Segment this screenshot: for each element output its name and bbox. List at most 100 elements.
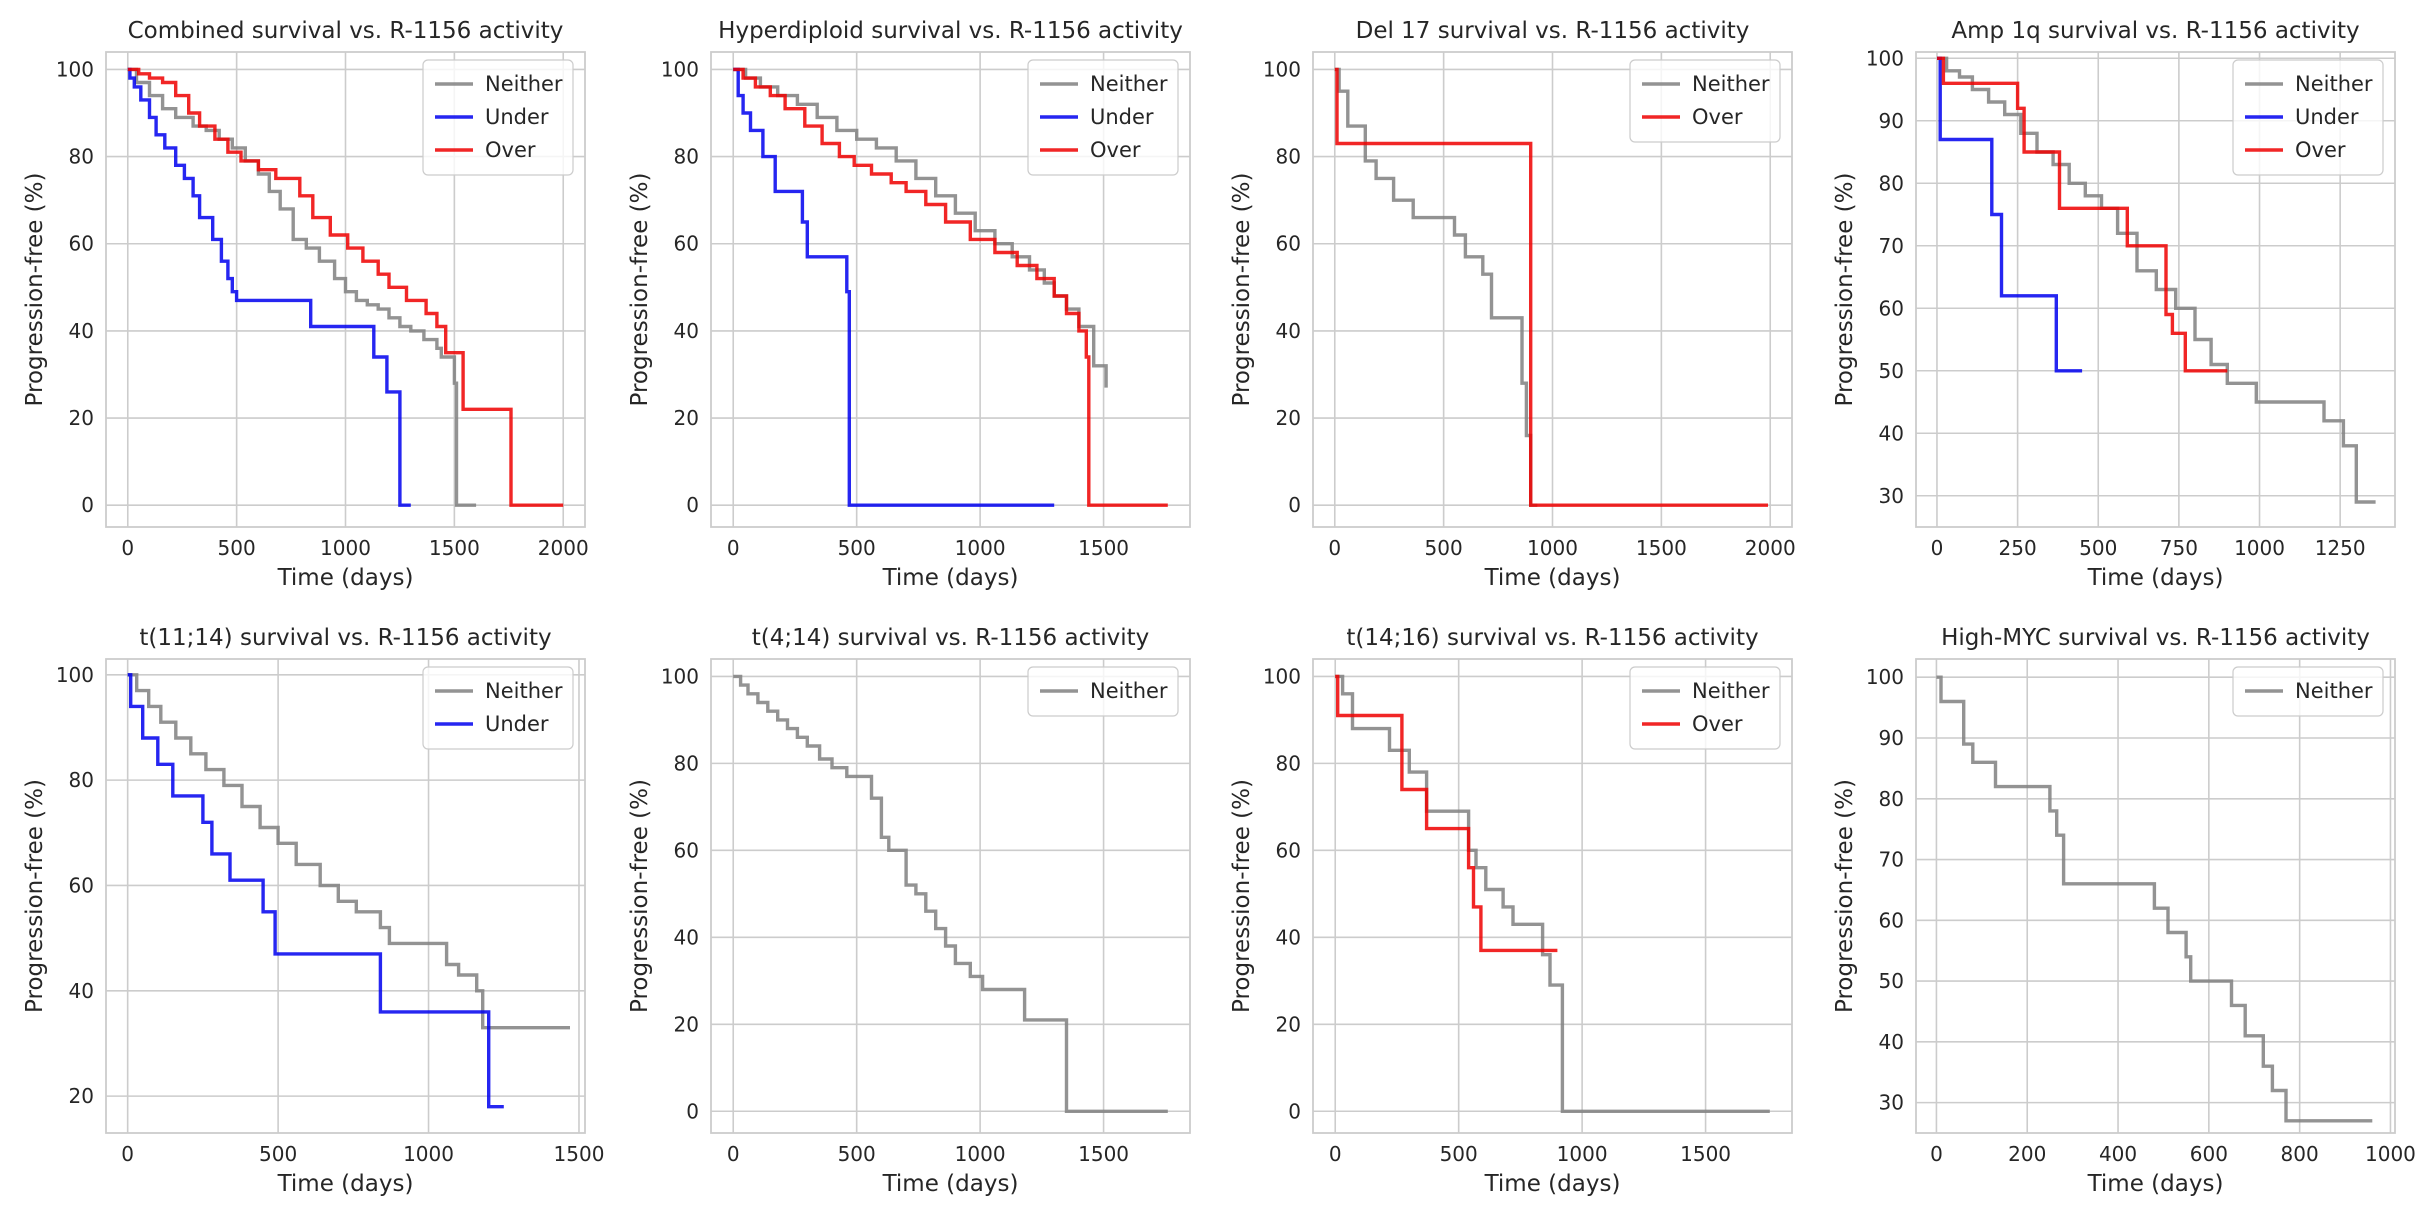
x-tick-label: 500 bbox=[218, 536, 256, 560]
x-tick-label: 400 bbox=[2099, 1142, 2137, 1166]
legend: Neither Under Over bbox=[422, 59, 574, 176]
legend: Neither Over bbox=[1629, 59, 1781, 143]
x-tick-label: 500 bbox=[1440, 1142, 1478, 1166]
chart-title: t(14;16) survival vs. R-1156 activity bbox=[1346, 625, 1758, 651]
chart-panel-5: 0 500 1000 1500 20 40 60 80 100 t(11;14) survival… bbox=[22, 625, 604, 1197]
y-tick-label: 60 bbox=[1879, 908, 1904, 932]
series-line-neither bbox=[1335, 674, 1770, 1113]
plot-frame bbox=[1312, 658, 1793, 1134]
y-tick-label: 0 bbox=[686, 493, 699, 517]
series-line-neither bbox=[127, 67, 477, 507]
x-tick-label: 1000 bbox=[403, 1142, 454, 1166]
y-tick-label: 20 bbox=[674, 1012, 699, 1036]
y-tick-label: 40 bbox=[674, 319, 699, 343]
y-axis-label: Progression-free (%) bbox=[1832, 173, 1858, 407]
y-tick-label: 100 bbox=[661, 664, 699, 688]
x-tick-label: 1500 bbox=[1636, 536, 1687, 560]
legend: Neither Under bbox=[422, 666, 574, 750]
chart-panel-4: 0 250 500 750 1000 1250 30 40 50 60 70 80 90 100 Amp 1… bbox=[1832, 18, 2396, 591]
x-axis-label: Time (days) bbox=[882, 1171, 1019, 1197]
y-tick-label: 100 bbox=[661, 57, 699, 81]
x-axis-label: Time (days) bbox=[1484, 565, 1621, 591]
y-tick-label: 40 bbox=[1276, 319, 1301, 343]
chart-panel-3: 0 500 1000 1500 2000 0 20 40 60 80 100 Del 17 survi… bbox=[1229, 18, 1796, 591]
x-tick-label: 200 bbox=[2008, 1142, 2046, 1166]
y-axis-label: Progression-free (%) bbox=[1229, 173, 1255, 407]
series-line-under bbox=[1937, 56, 2083, 373]
x-tick-label: 800 bbox=[2281, 1142, 2319, 1166]
legend-label-neither: Neither bbox=[1090, 679, 1168, 703]
legend-label-under: Under bbox=[2295, 105, 2359, 129]
y-tick-label: 80 bbox=[1879, 171, 1904, 195]
legend: Neither Under Over bbox=[1027, 59, 1179, 176]
legend: Neither Under Over bbox=[2232, 59, 2384, 176]
plot-frame bbox=[105, 51, 586, 528]
y-tick-label: 100 bbox=[56, 663, 94, 687]
legend-box bbox=[1629, 59, 1781, 143]
legend: Neither bbox=[1027, 666, 1179, 717]
legend: Neither Over bbox=[1629, 666, 1781, 750]
series-line-over bbox=[1334, 67, 1768, 507]
y-tick-label: 60 bbox=[69, 232, 94, 256]
legend-label-neither: Neither bbox=[1692, 72, 1770, 96]
chart-panel-1: 0 500 1000 1500 2000 0 20 40 60 80 100 Combined sur… bbox=[22, 18, 589, 591]
chart-title: Combined survival vs. R-1156 activity bbox=[128, 18, 564, 44]
legend-label-neither: Neither bbox=[1090, 72, 1168, 96]
plot-frame bbox=[710, 51, 1191, 528]
chart-panel-2: 0 500 1000 1500 0 20 40 60 80 100 Hyperdiploid sur… bbox=[627, 18, 1191, 591]
x-tick-label: 1000 bbox=[955, 536, 1006, 560]
y-tick-label: 80 bbox=[1276, 751, 1301, 775]
y-tick-label: 20 bbox=[1276, 1012, 1301, 1036]
y-axis-label: Progression-free (%) bbox=[1832, 779, 1858, 1013]
x-axis-label: Time (days) bbox=[277, 565, 414, 591]
x-tick-label: 1500 bbox=[1078, 536, 1129, 560]
chart-title: t(4;14) survival vs. R-1156 activity bbox=[752, 625, 1150, 651]
x-tick-label: 0 bbox=[727, 1142, 740, 1166]
x-tick-label: 1500 bbox=[554, 1142, 605, 1166]
x-tick-label: 1500 bbox=[429, 536, 480, 560]
y-tick-label: 100 bbox=[1866, 665, 1904, 689]
x-tick-label: 500 bbox=[259, 1142, 297, 1166]
y-tick-label: 60 bbox=[1276, 838, 1301, 862]
chart-title: Del 17 survival vs. R-1156 activity bbox=[1356, 18, 1750, 44]
x-tick-label: 1000 bbox=[2365, 1142, 2416, 1166]
legend-label-neither: Neither bbox=[485, 679, 563, 703]
x-tick-label: 1000 bbox=[320, 536, 371, 560]
y-tick-label: 40 bbox=[674, 925, 699, 949]
y-tick-label: 30 bbox=[1879, 484, 1904, 508]
y-tick-label: 40 bbox=[69, 979, 94, 1003]
x-tick-label: 2000 bbox=[538, 536, 589, 560]
legend-box bbox=[2232, 666, 2384, 717]
x-tick-label: 0 bbox=[121, 1142, 134, 1166]
x-tick-label: 0 bbox=[727, 536, 740, 560]
x-tick-label: 1000 bbox=[1557, 1142, 1608, 1166]
legend-label-over: Over bbox=[1692, 712, 1743, 736]
chart-panel-8: 0 200 400 600 800 1000 30 40 50 60 70 80 90 100 High-M… bbox=[1832, 625, 2416, 1197]
y-tick-label: 100 bbox=[1866, 46, 1904, 70]
x-tick-label: 500 bbox=[1425, 536, 1463, 560]
x-tick-label: 1250 bbox=[2315, 536, 2366, 560]
y-tick-label: 70 bbox=[1879, 848, 1904, 872]
legend-label-under: Under bbox=[485, 105, 549, 129]
y-tick-label: 90 bbox=[1879, 109, 1904, 133]
series-line-over bbox=[1937, 56, 2228, 373]
y-tick-label: 20 bbox=[69, 406, 94, 430]
y-tick-label: 50 bbox=[1879, 359, 1904, 383]
legend-label-under: Under bbox=[485, 712, 549, 736]
legend-label-neither: Neither bbox=[2295, 72, 2373, 96]
x-tick-label: 750 bbox=[2160, 536, 2198, 560]
y-tick-label: 0 bbox=[1288, 493, 1301, 517]
x-tick-label: 0 bbox=[121, 536, 134, 560]
y-axis-label: Progression-free (%) bbox=[1229, 779, 1255, 1013]
chart-title: t(11;14) survival vs. R-1156 activity bbox=[139, 625, 551, 651]
chart-title: Hyperdiploid survival vs. R-1156 activit… bbox=[718, 18, 1183, 44]
x-tick-label: 1500 bbox=[1680, 1142, 1731, 1166]
y-tick-label: 30 bbox=[1879, 1091, 1904, 1115]
x-axis-label: Time (days) bbox=[1484, 1171, 1621, 1197]
legend-label-neither: Neither bbox=[1692, 679, 1770, 703]
y-axis-label: Progression-free (%) bbox=[627, 779, 653, 1013]
legend-label-neither: Neither bbox=[485, 72, 563, 96]
y-tick-label: 70 bbox=[1879, 234, 1904, 258]
series-line-under bbox=[733, 67, 1055, 507]
